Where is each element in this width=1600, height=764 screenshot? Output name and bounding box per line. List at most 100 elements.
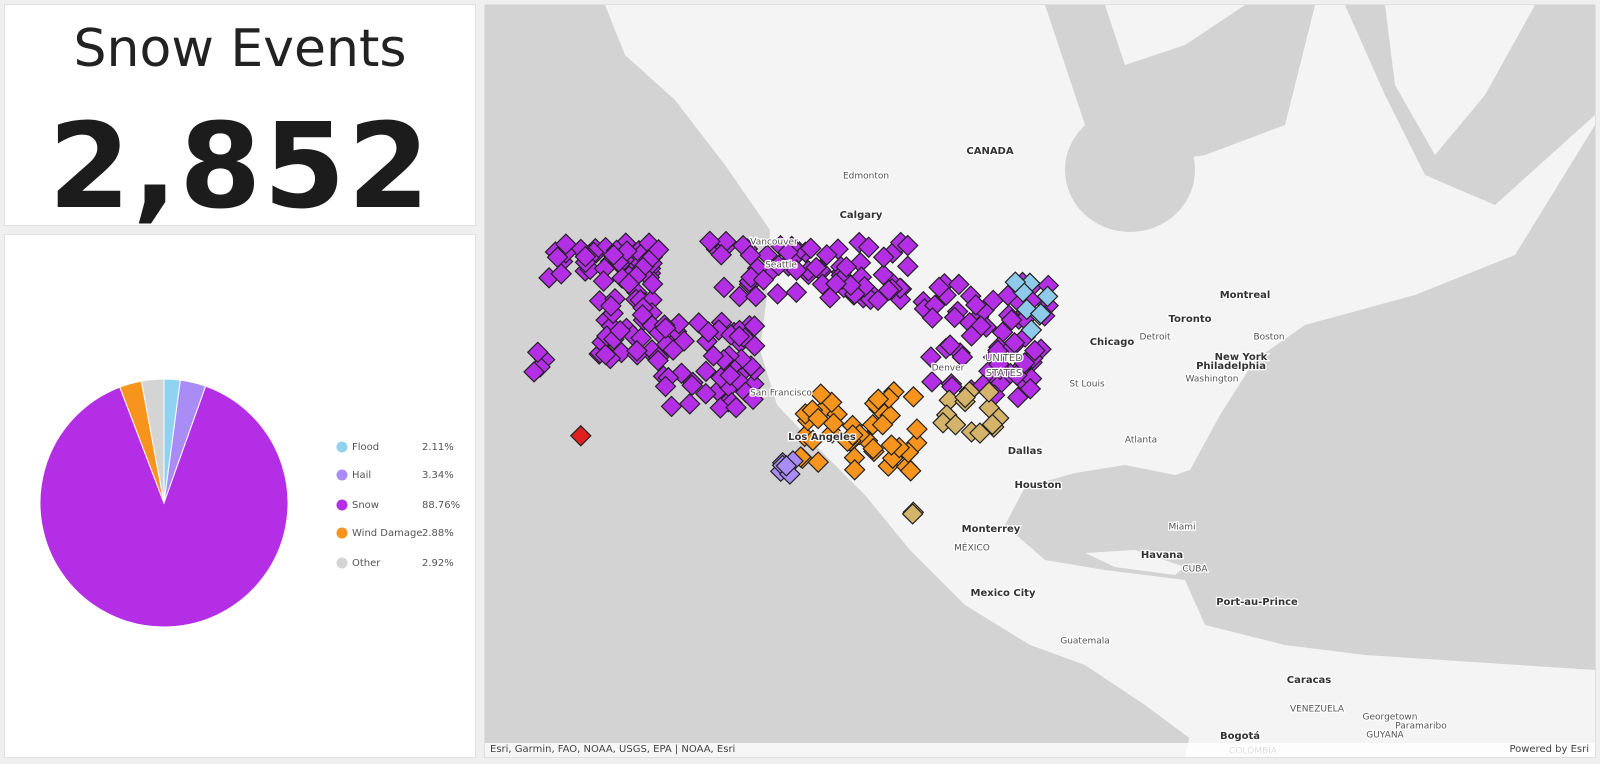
map-marker[interactable] [618, 272, 640, 295]
map-marker[interactable] [550, 262, 573, 285]
map-marker[interactable] [944, 413, 967, 436]
map-marker[interactable] [901, 503, 924, 525]
map[interactable]: CANADA Edmonton Calgary Vancouver Seattle San… [485, 5, 1595, 758]
map-marker[interactable] [1007, 386, 1029, 409]
map-marker[interactable] [673, 330, 695, 352]
powered-by[interactable]: Powered by Esri [1509, 744, 1589, 755]
map-marker[interactable] [546, 246, 569, 269]
map-marker[interactable] [775, 455, 798, 477]
map-marker[interactable] [713, 276, 735, 299]
map-marker[interactable] [695, 360, 717, 383]
map-marker[interactable] [742, 388, 764, 411]
map-marker[interactable] [678, 393, 701, 415]
map-marker[interactable] [654, 375, 677, 398]
map-marker[interactable] [592, 270, 615, 292]
map-marker[interactable] [843, 458, 866, 481]
map-marker[interactable] [694, 382, 717, 405]
map-marker[interactable] [871, 413, 894, 436]
map-marker[interactable] [899, 460, 922, 482]
map-marker[interactable] [725, 396, 747, 419]
map-marker[interactable] [662, 339, 685, 361]
map-marker[interactable] [841, 424, 864, 446]
map-marker[interactable] [896, 234, 919, 257]
map-marker[interactable] [602, 244, 625, 266]
map-marker[interactable] [777, 241, 799, 264]
map-marker[interactable] [698, 230, 721, 253]
map-marker[interactable] [710, 243, 733, 266]
map-marker[interactable] [948, 273, 970, 296]
pie-slice[interactable] [140, 378, 165, 504]
map-marker[interactable] [848, 231, 871, 254]
map-marker[interactable] [965, 294, 987, 316]
map-marker[interactable] [880, 434, 903, 456]
map-marker[interactable] [1004, 271, 1027, 293]
map-marker[interactable] [954, 386, 976, 409]
map-marker[interactable] [1003, 331, 1026, 354]
map-marker[interactable] [697, 321, 720, 343]
map-marker[interactable] [728, 325, 751, 348]
map-marker[interactable] [987, 353, 1010, 375]
map-marker[interactable] [766, 283, 789, 305]
map-marker[interactable] [767, 254, 790, 277]
map-marker[interactable] [756, 244, 779, 266]
map-marker[interactable] [805, 256, 828, 279]
map-marker[interactable] [921, 370, 943, 393]
map-marker[interactable] [969, 422, 991, 444]
map-marker[interactable] [523, 361, 545, 383]
map-marker[interactable] [835, 256, 858, 278]
map-marker[interactable] [928, 276, 950, 299]
map-panel[interactable]: CANADA Edmonton Calgary Vancouver Seattle San… [484, 4, 1596, 758]
map-marker[interactable] [825, 272, 847, 295]
map-marker[interactable] [1036, 285, 1059, 308]
map-marker[interactable] [743, 335, 766, 357]
map-marker[interactable] [600, 295, 622, 317]
map-marker[interactable] [896, 255, 919, 278]
map-marker[interactable] [807, 407, 830, 430]
map-marker[interactable] [660, 395, 683, 418]
map-marker[interactable] [616, 240, 638, 262]
map-marker[interactable] [807, 451, 830, 473]
map-marker[interactable] [1029, 302, 1052, 325]
map-marker[interactable] [785, 281, 808, 304]
map-marker[interactable] [681, 374, 703, 397]
map-marker[interactable] [609, 319, 631, 342]
map-marker[interactable] [785, 259, 808, 282]
map-marker[interactable] [555, 233, 577, 255]
map-marker[interactable] [728, 285, 751, 308]
map-marker[interactable] [702, 344, 725, 367]
map-marker[interactable] [939, 334, 961, 356]
map-marker[interactable] [1020, 319, 1043, 341]
map-marker[interactable] [1023, 339, 1046, 362]
map-marker[interactable] [981, 413, 1004, 436]
map-marker[interactable] [960, 325, 983, 347]
map-marker[interactable] [857, 236, 880, 259]
map-marker[interactable] [902, 385, 925, 408]
map-marker[interactable] [574, 245, 597, 268]
map-marker[interactable] [877, 279, 900, 302]
map-marker[interactable] [920, 346, 942, 368]
map-marker[interactable] [872, 263, 895, 286]
map-marker[interactable] [1019, 377, 1042, 400]
pie-slice[interactable] [39, 385, 289, 628]
map-marker[interactable] [815, 244, 838, 266]
map-marker[interactable] [647, 349, 669, 372]
map-marker[interactable] [978, 381, 1000, 403]
map-marker[interactable] [906, 418, 928, 440]
map-marker[interactable] [862, 437, 885, 460]
map-marker[interactable] [951, 346, 974, 368]
map-marker[interactable] [626, 339, 648, 362]
map-marker[interactable] [1000, 309, 1023, 331]
map-marker[interactable] [872, 246, 895, 269]
map-marker[interactable] [709, 397, 732, 419]
map-marker[interactable] [943, 306, 966, 329]
map-marker[interactable] [809, 383, 832, 405]
map-marker[interactable] [719, 364, 742, 387]
map-marker[interactable] [752, 268, 775, 291]
map-marker[interactable] [667, 312, 690, 335]
map-marker[interactable] [654, 317, 677, 339]
map-marker[interactable] [921, 307, 944, 329]
map-marker[interactable] [867, 388, 890, 411]
map-marker[interactable] [739, 244, 762, 267]
map-marker[interactable] [631, 303, 654, 326]
map-marker[interactable] [526, 341, 549, 364]
